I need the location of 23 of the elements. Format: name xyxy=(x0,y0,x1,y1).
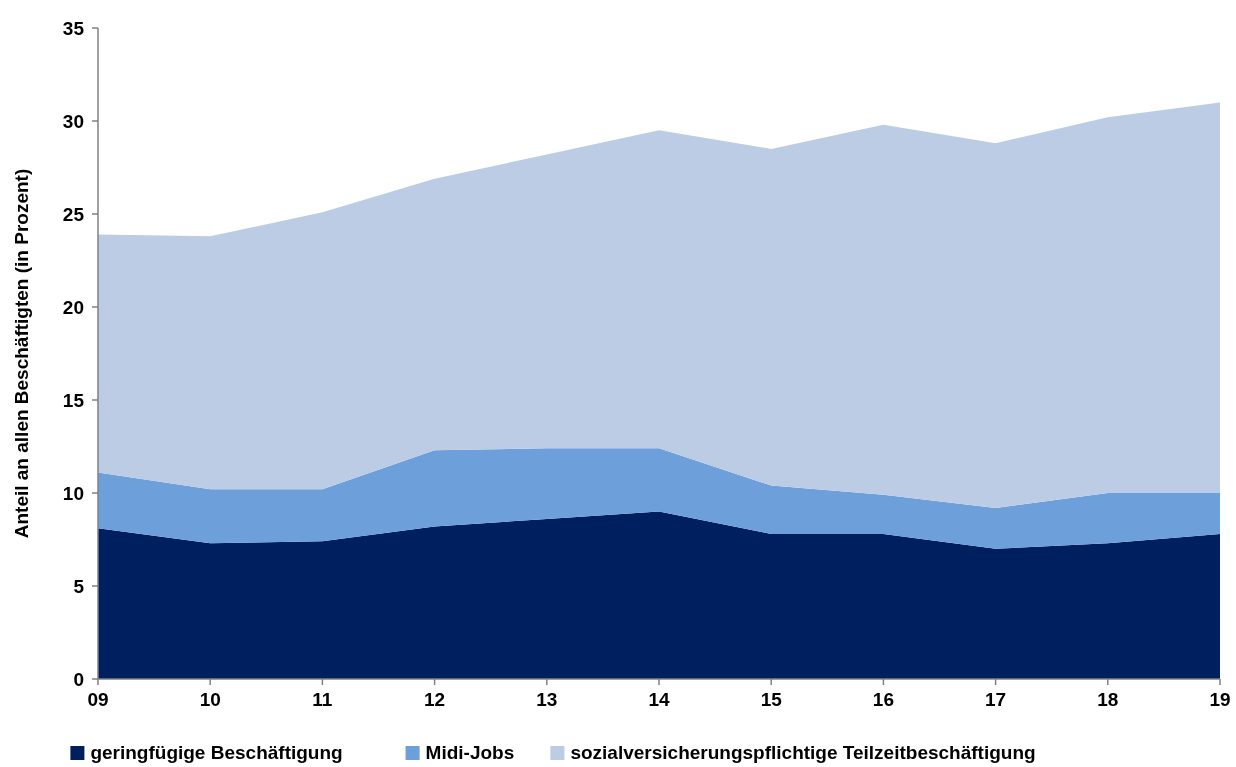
y-tick-label: 5 xyxy=(73,575,85,597)
x-tick-label: 14 xyxy=(648,689,670,710)
y-tick-label: 15 xyxy=(62,389,85,411)
legend-label: sozialversicherungspflichtige Teilzeitbeschäftigung xyxy=(570,742,1036,763)
x-tick-label: 11 xyxy=(312,689,333,710)
y-axis-title: Anteil an allen Beschäftigten (in Prozent) xyxy=(11,168,32,539)
x-tick-label: 19 xyxy=(1209,689,1231,710)
y-tick-label: 20 xyxy=(62,296,84,318)
legend-label: geringfügige Beschäftigung xyxy=(90,742,343,763)
x-tick-label: 15 xyxy=(760,689,783,710)
legend-label: Midi-Jobs xyxy=(425,742,515,763)
x-tick-label: 16 xyxy=(872,689,894,710)
y-tick-label: 0 xyxy=(73,668,84,690)
x-tick-label: 09 xyxy=(87,689,109,710)
y-tick-label: 25 xyxy=(62,203,85,225)
x-tick-label: 12 xyxy=(424,689,446,710)
x-tick-label: 17 xyxy=(985,689,1007,710)
y-tick-label: 30 xyxy=(62,110,84,132)
y-tick-label: 10 xyxy=(62,482,84,504)
x-tick-label: 18 xyxy=(1097,689,1119,710)
y-tick-label: 35 xyxy=(62,17,85,39)
x-tick-label: 13 xyxy=(536,689,558,710)
x-tick-label: 10 xyxy=(199,689,221,710)
